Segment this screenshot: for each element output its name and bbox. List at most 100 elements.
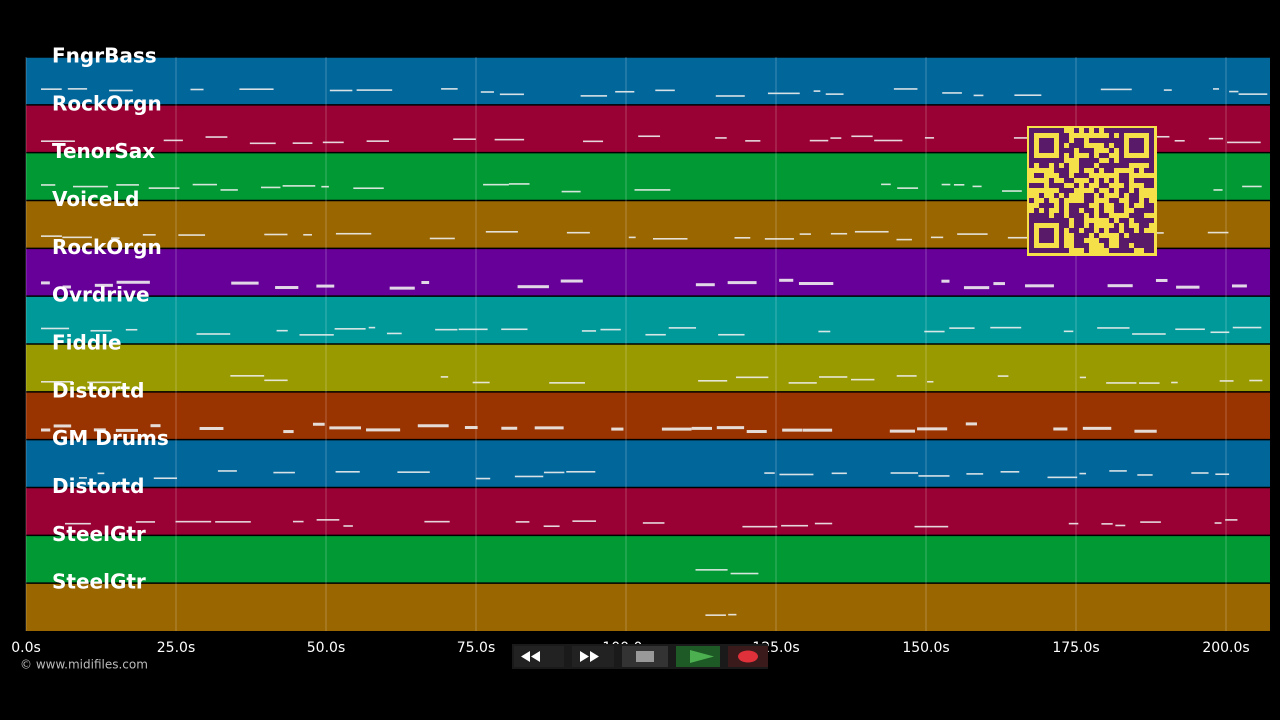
track-label: GM Drums — [52, 426, 169, 450]
note — [329, 89, 353, 92]
qr-cell — [1124, 248, 1129, 253]
note — [264, 233, 288, 236]
qr-cell — [1064, 138, 1069, 143]
qr-cell — [1139, 243, 1144, 248]
note — [854, 230, 889, 233]
qr-cell — [1064, 163, 1069, 168]
note — [453, 138, 476, 141]
note — [825, 93, 844, 95]
qr-cell — [1084, 193, 1089, 198]
note — [1063, 330, 1074, 333]
note — [767, 92, 800, 95]
qr-cell — [1119, 193, 1124, 198]
note — [94, 283, 113, 287]
note — [764, 238, 794, 240]
qr-cell — [1044, 203, 1049, 208]
qr-cell — [1084, 198, 1089, 203]
note — [893, 88, 918, 90]
qr-cell — [1119, 208, 1124, 213]
note — [1047, 476, 1078, 479]
qr-cell — [1079, 173, 1084, 178]
note — [1227, 141, 1261, 144]
note — [896, 238, 912, 241]
qr-cell — [1104, 243, 1109, 248]
play-button[interactable] — [676, 646, 720, 667]
qr-cell — [1049, 203, 1054, 208]
copyright: © www.midifiles.com — [20, 658, 148, 672]
note — [881, 183, 891, 186]
qr-cell — [1134, 243, 1139, 248]
track-area — [26, 56, 1270, 631]
note — [1106, 382, 1137, 384]
note — [1210, 331, 1230, 334]
track-label: FngrBass — [52, 44, 157, 68]
qr-cell — [1109, 128, 1114, 133]
note — [429, 237, 455, 240]
note — [572, 520, 597, 522]
qr-cell — [1069, 203, 1074, 208]
note — [41, 140, 75, 142]
note — [1079, 376, 1087, 379]
qr-cell — [1064, 178, 1069, 183]
note — [316, 284, 335, 288]
note — [62, 285, 71, 289]
qr-cell — [1109, 138, 1114, 143]
note — [440, 376, 449, 378]
qr-cell — [1109, 178, 1114, 183]
note — [1007, 236, 1037, 239]
qr-cell — [1069, 153, 1074, 158]
qr-cell — [1139, 178, 1144, 183]
qr-cell — [1149, 243, 1154, 248]
qr-cell — [1149, 218, 1154, 223]
qr-cell — [1124, 188, 1129, 193]
note — [53, 424, 72, 428]
note — [924, 330, 945, 333]
note — [972, 185, 982, 188]
qr-cell — [1084, 203, 1089, 208]
qr-cell — [1059, 168, 1064, 173]
qr-cell — [1099, 138, 1104, 143]
qr-cell — [1144, 218, 1149, 223]
stop-button[interactable] — [622, 646, 668, 667]
note — [1213, 88, 1220, 90]
note — [963, 286, 990, 290]
note — [282, 185, 316, 187]
qr-cell — [1119, 218, 1124, 223]
qr-cell — [1074, 223, 1079, 228]
note — [638, 135, 661, 138]
qr-cell — [1109, 168, 1114, 173]
note — [1139, 382, 1160, 384]
qr-cell — [1149, 163, 1154, 168]
qr-cell — [1089, 208, 1094, 213]
fast-forward-button[interactable] — [572, 646, 614, 667]
note — [655, 89, 675, 92]
qr-cell — [1149, 248, 1154, 253]
qr-cell — [1099, 178, 1104, 183]
qr-cell — [1029, 163, 1034, 168]
rewind-button[interactable] — [514, 646, 564, 667]
qr-cell — [1059, 183, 1064, 188]
note — [353, 187, 384, 190]
note — [715, 137, 727, 139]
track-band — [26, 583, 1270, 631]
qr-finder — [1039, 228, 1054, 243]
qr-cell — [1119, 188, 1124, 193]
record-button[interactable] — [728, 646, 768, 667]
qr-cell — [1134, 168, 1139, 173]
qr-cell — [1079, 163, 1084, 168]
note — [316, 519, 340, 521]
note — [334, 328, 366, 330]
note — [1174, 139, 1185, 142]
note — [483, 183, 509, 186]
track-label: VoiceLd — [52, 187, 139, 211]
qr-cell — [1054, 168, 1059, 173]
note — [581, 330, 597, 332]
qr-cell — [1114, 208, 1119, 213]
note — [889, 429, 915, 433]
qr-cell — [1149, 178, 1154, 183]
note — [276, 329, 288, 332]
qr-cell — [1029, 183, 1034, 188]
note — [914, 525, 949, 528]
qr-cell — [1104, 143, 1109, 148]
note — [566, 231, 590, 234]
